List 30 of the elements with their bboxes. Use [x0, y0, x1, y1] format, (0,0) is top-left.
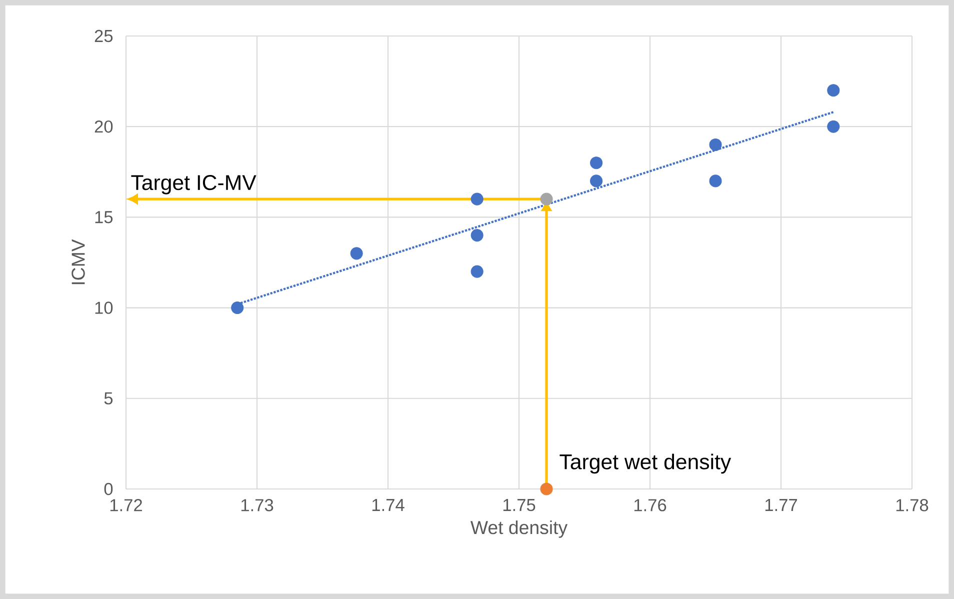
point [709, 138, 722, 151]
point [470, 265, 484, 278]
x-tick-label: 1.78 [896, 499, 928, 512]
y-tick-label: 5 [104, 392, 113, 404]
x-tick-label: 1.72 [110, 499, 142, 512]
point [350, 247, 363, 260]
x-tick-label: 1.75 [503, 499, 536, 512]
x-tick-label: 1.76 [634, 499, 666, 512]
x-tick-label: 1.74 [372, 499, 404, 511]
y-axis-title: ICMV [72, 239, 85, 284]
y-tick-label: 15 [95, 211, 113, 224]
y-tick-label: 0 [104, 482, 113, 496]
y-tick-label: 20 [94, 120, 113, 133]
point [827, 84, 840, 97]
point [827, 120, 840, 133]
point [540, 482, 553, 496]
x-tick-label: 1.77 [765, 499, 797, 511]
point [231, 302, 244, 314]
x-tick-label: 1.73 [241, 499, 274, 512]
point [590, 174, 603, 188]
y-tick-label: 10 [95, 302, 113, 314]
annotation: Target wet density [560, 454, 732, 474]
annotation: Target IC-MV [131, 175, 256, 194]
point [709, 174, 722, 188]
x-axis-title: Wet density [470, 520, 568, 538]
point [590, 156, 603, 170]
point [540, 192, 553, 206]
y-tick-label: 25 [94, 30, 113, 42]
point [470, 229, 484, 242]
point [470, 192, 484, 206]
